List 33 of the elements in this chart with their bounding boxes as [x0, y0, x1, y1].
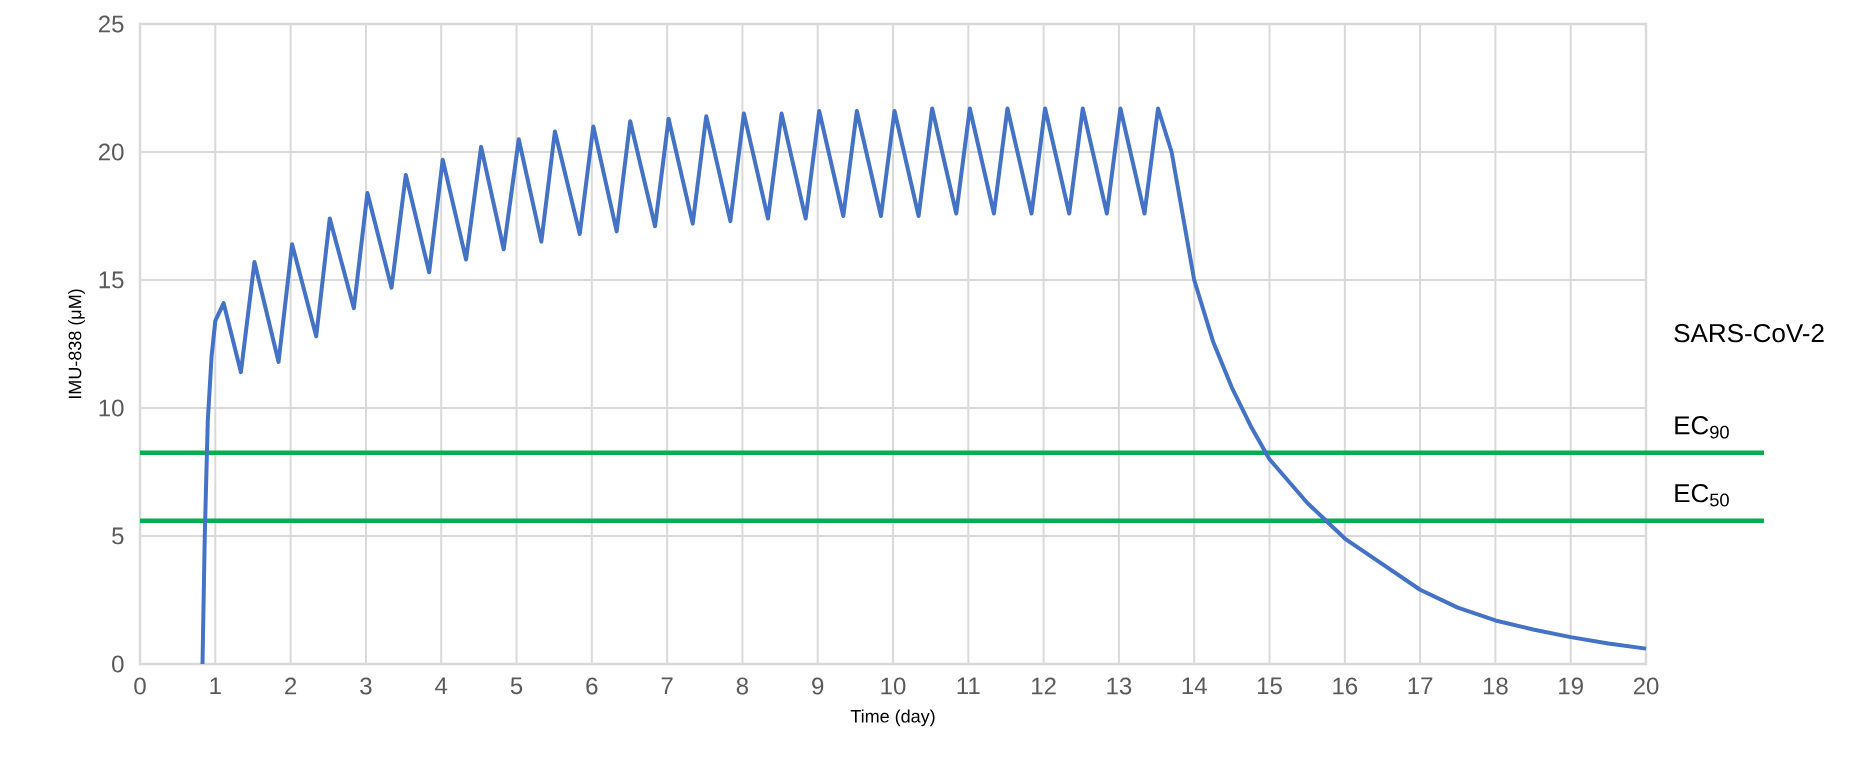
x-tick-label: 6 [586, 677, 598, 695]
x-tick-label: 5 [510, 677, 523, 695]
y-axis-title: IMU-838 (μM) [68, 289, 85, 399]
x-tick-label: 4 [435, 677, 448, 695]
y-tick-label: 5 [112, 527, 124, 545]
x-tick-label: 19 [1559, 677, 1583, 695]
x-tick-label: 20 [1633, 677, 1659, 695]
x-tick-label: 2 [285, 677, 297, 695]
x-tick-label: 8 [736, 677, 749, 695]
x-tick-label: 3 [360, 677, 372, 695]
x-tick-label: 15 [1257, 677, 1282, 695]
y-tick-label: 15 [99, 271, 124, 289]
x-tick-label: 16 [1333, 677, 1358, 695]
ref-line-label: EC$_{90}$ [1675, 416, 1729, 439]
x-tick-label: 18 [1483, 677, 1508, 695]
x-tick-label: 12 [1032, 677, 1056, 695]
x-tick-label: 0 [134, 677, 146, 695]
x-tick-label: 11 [957, 677, 980, 695]
y-tick-label: 20 [98, 143, 124, 161]
x-tick-label: 14 [1182, 677, 1207, 695]
y-tick-label: 10 [99, 399, 124, 417]
y-tick-label: 0 [112, 655, 124, 673]
x-tick-label: 13 [1107, 677, 1132, 695]
y-tick-label: 25 [98, 15, 124, 33]
x-axis-title: Time (day) [850, 709, 935, 727]
ref-line-label: EC$_{50}$ [1675, 483, 1729, 507]
line-series [200, 106, 1648, 666]
x-tick-label: 10 [881, 677, 906, 695]
x-tick-label: 9 [812, 677, 824, 695]
x-tick-label: 7 [661, 677, 673, 695]
x-tick-label: 1 [210, 677, 221, 695]
x-tick-label: 17 [1408, 677, 1433, 695]
text: SARS-CoV-2 [1674, 323, 1824, 343]
